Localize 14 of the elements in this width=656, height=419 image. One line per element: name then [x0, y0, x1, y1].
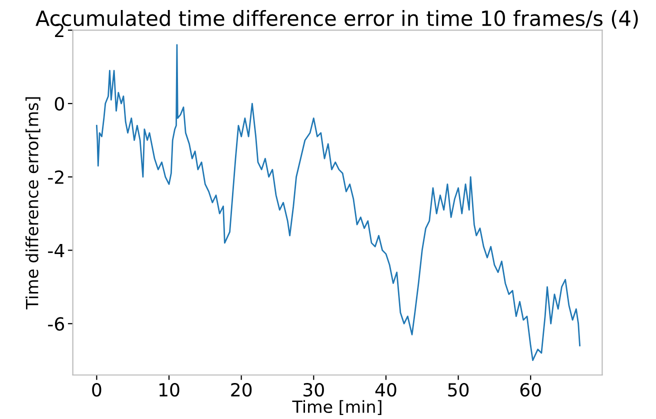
x-tick-label: 50 — [448, 382, 469, 397]
x-tick-label: 30 — [304, 382, 324, 397]
x-tick-label: 20 — [231, 382, 252, 397]
x-tick-label: 10 — [160, 382, 180, 397]
y-axis-title: Time difference error[ms] — [25, 97, 40, 310]
y-tick-label: -4 — [48, 244, 64, 258]
y-tick-label: -2 — [48, 170, 64, 184]
y-tick-label: -6 — [48, 317, 64, 331]
x-axis-title: Time [min] — [292, 400, 382, 415]
x-tick-label: 40 — [375, 382, 396, 397]
y-tick-label: 0 — [54, 96, 64, 111]
x-tick-label: 60 — [520, 382, 541, 397]
line-series — [96, 44, 580, 362]
x-tick-label: 0 — [92, 382, 102, 397]
